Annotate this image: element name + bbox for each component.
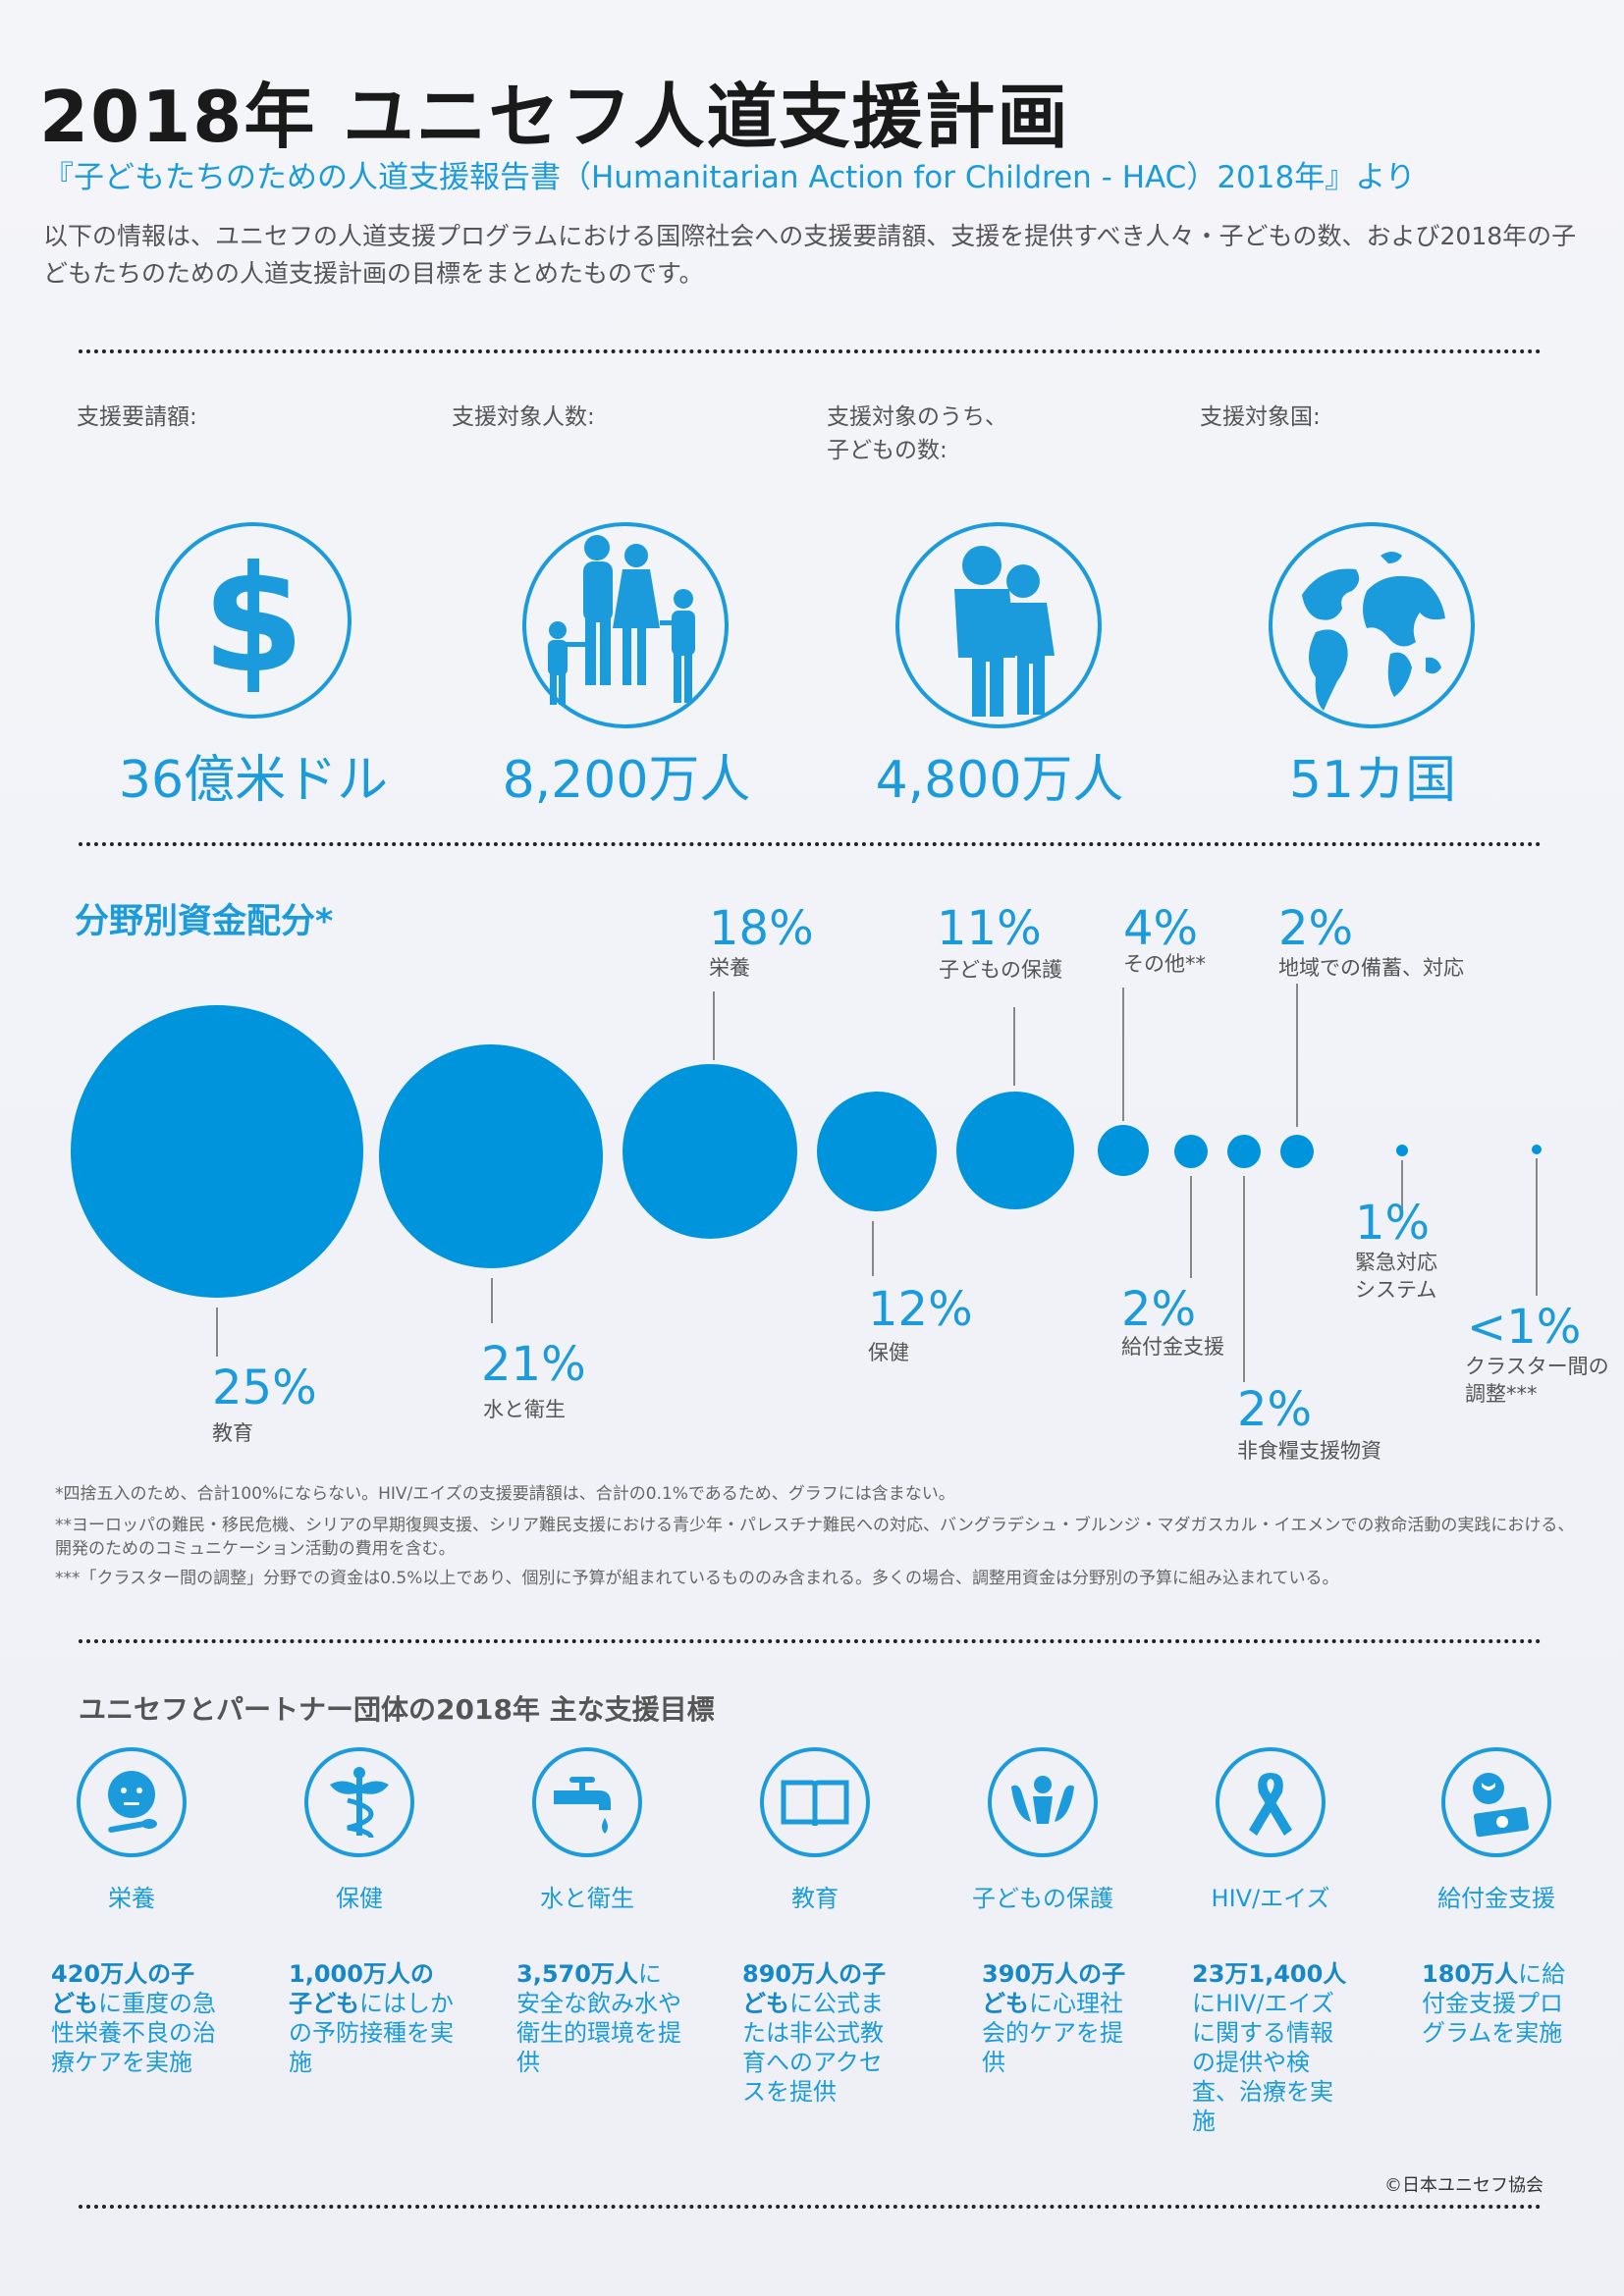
category-label: 地域での備蓄、対応 (1278, 956, 1464, 980)
footnote: ***「クラスター間の調整」分野での資金は0.5%以上であり、個別に予算が組まれ… (55, 1569, 1339, 1588)
bubble-water (379, 1044, 603, 1268)
category-label: 緊急対応 システム (1355, 1251, 1437, 1302)
stat-value: 51カ国 (1288, 751, 1457, 810)
leader-line (713, 991, 715, 1060)
goal-name: HIV/エイズ (1211, 1885, 1330, 1912)
bubble-protection (956, 1092, 1074, 1209)
leader-line (1536, 1158, 1538, 1296)
leader-line (1296, 984, 1298, 1127)
divider (79, 2205, 1542, 2209)
pct-label: 21% (481, 1337, 586, 1392)
goal-name: 子どもの保護 (972, 1885, 1113, 1912)
goal-name: 保健 (336, 1885, 383, 1912)
category-label: 水と衛生 (483, 1398, 566, 1421)
goal-description: 3,570万人に安全な飲み水や衛生的環境を提供 (516, 1960, 681, 2076)
water-tap-icon (532, 1747, 642, 1857)
bubble-nfi (1227, 1135, 1261, 1168)
children-icon (895, 522, 1102, 728)
bubble-education (71, 1005, 363, 1298)
pct-label: 25% (212, 1361, 317, 1415)
book-icon (760, 1747, 870, 1857)
footnote: *四捨五入のため、合計100%にならない。HIV/エイズの支援要請額は、合計の0… (55, 1484, 955, 1504)
goal-description: 890万人の子どもに公式または非公式教育へのアクセスを提供 (742, 1960, 887, 2106)
stat-value: 4,800万人 (875, 751, 1124, 810)
intro-text: 以下の情報は、ユニセフの人道支援プログラムにおける国際社会への支援要請額、支援を… (43, 222, 1577, 288)
divider (79, 1639, 1542, 1643)
bubble-coordination (1532, 1145, 1542, 1154)
pct-label: 2% (1278, 901, 1354, 956)
page-subtitle: 『子どもたちのための人道支援報告書（Humanitarian Action fo… (43, 160, 1416, 195)
footnote: **ヨーロッパの難民・移民危機、シリアの早期復興支援、シリア難民支援における青少… (55, 1516, 1575, 1559)
child-spoon-icon (77, 1747, 187, 1857)
dollar-icon: $ (155, 522, 352, 719)
category-label: 教育 (212, 1421, 253, 1445)
category-label: 保健 (868, 1341, 909, 1364)
caduceus-icon (304, 1747, 414, 1857)
category-label: 栄養 (709, 956, 750, 980)
category-label: 非食糧支援物資 (1237, 1439, 1381, 1463)
family-icon (522, 522, 729, 728)
goal-description: 23万1,400人にHIV/エイズに関する情報の提供や検査、治療を実施 (1192, 1960, 1347, 2135)
goal-name: 水と衛生 (540, 1885, 634, 1912)
category-label: 子どもの保護 (939, 958, 1062, 982)
stat-label: 支援対象のうち、 子どもの数: (827, 404, 1007, 463)
category-label: その他** (1123, 952, 1206, 976)
category-label: クラスター間の 調整*** (1465, 1355, 1609, 1406)
stat-value: 36億米ドル (118, 751, 389, 810)
divider (79, 349, 1542, 353)
bubble-other (1098, 1125, 1149, 1176)
ribbon-icon (1216, 1747, 1326, 1857)
goal-description: 1,000万人の子どもにはしかの予防接種を実施 (289, 1960, 454, 2076)
leader-line (872, 1221, 874, 1276)
goal-name: 給付金支援 (1437, 1885, 1555, 1912)
pct-label: 2% (1237, 1382, 1313, 1437)
stat-value: 8,200万人 (502, 751, 751, 810)
bubble-nutrition (623, 1064, 797, 1239)
leader-line (491, 1278, 493, 1323)
stat-label: 支援対象国: (1200, 404, 1321, 430)
copyright: ©日本ユニセフ協会 (1384, 2175, 1543, 2196)
goal-description: 180万人に給付金支援プログラムを実施 (1422, 1960, 1566, 2047)
bubble-cash (1174, 1135, 1208, 1168)
pct-label: 12% (868, 1282, 973, 1337)
funding-title: 分野別資金配分* (75, 902, 334, 941)
page-title: 2018年 ユニセフ人道支援計画 (39, 76, 1070, 158)
leader-line (1243, 1176, 1245, 1382)
pct-label: 11% (937, 901, 1042, 956)
goal-name: 栄養 (108, 1885, 155, 1912)
divider (79, 842, 1542, 846)
protect-hands-icon (988, 1747, 1098, 1857)
pct-label: 2% (1121, 1282, 1197, 1337)
pct-label: 18% (709, 901, 814, 956)
category-label: 給付金支援 (1121, 1335, 1224, 1359)
goal-description: 390万人の子どもに心理社会的ケアを提供 (982, 1960, 1126, 2076)
leader-line (1122, 988, 1124, 1121)
goals-title: ユニセフとパートナー団体の2018年 主な支援目標 (79, 1693, 715, 1726)
leader-line (1190, 1176, 1192, 1278)
globe-icon (1269, 522, 1475, 728)
goal-description: 420万人の子どもに重度の急性栄養不良の治療ケアを実施 (51, 1960, 216, 2076)
cash-icon (1441, 1747, 1551, 1857)
stat-label: 支援要請額: (77, 404, 197, 430)
bubble-health (817, 1092, 937, 1211)
pct-label: 4% (1123, 901, 1199, 956)
leader-line (1401, 1160, 1403, 1209)
leader-line (216, 1308, 218, 1357)
bubble-prepositioning (1280, 1135, 1314, 1168)
bubble-emergency (1396, 1145, 1408, 1156)
stat-label: 支援対象人数: (452, 404, 595, 430)
pct-label: 1% (1355, 1196, 1431, 1251)
leader-line (1013, 1007, 1015, 1086)
pct-label: <1% (1467, 1300, 1582, 1355)
goal-name: 教育 (791, 1885, 839, 1912)
